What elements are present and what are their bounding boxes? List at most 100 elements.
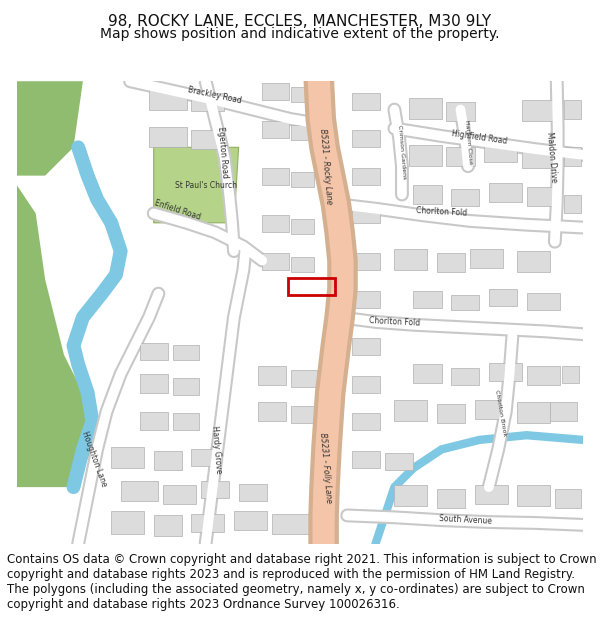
Text: B5231 - Rocky Lane: B5231 - Rocky Lane xyxy=(317,128,333,204)
Polygon shape xyxy=(522,148,555,168)
Polygon shape xyxy=(451,368,479,385)
Text: South Avenue: South Avenue xyxy=(439,514,492,526)
Polygon shape xyxy=(149,89,187,109)
Polygon shape xyxy=(489,183,522,202)
Polygon shape xyxy=(489,289,517,306)
Polygon shape xyxy=(352,291,380,308)
Text: Egerton Road: Egerton Road xyxy=(216,126,229,178)
Polygon shape xyxy=(522,100,555,121)
Text: Harbern Close: Harbern Close xyxy=(464,120,472,165)
Polygon shape xyxy=(475,400,508,419)
Polygon shape xyxy=(564,148,581,166)
Text: Maldon Drive: Maldon Drive xyxy=(545,131,559,182)
Polygon shape xyxy=(451,294,479,309)
Polygon shape xyxy=(290,257,314,272)
Text: Highfield Road: Highfield Road xyxy=(451,129,508,146)
Polygon shape xyxy=(290,219,314,234)
Polygon shape xyxy=(17,185,92,487)
Polygon shape xyxy=(257,366,286,385)
Polygon shape xyxy=(437,489,465,508)
Text: Map shows position and indicative extent of the property.: Map shows position and indicative extent… xyxy=(100,28,500,41)
Polygon shape xyxy=(409,98,442,119)
Polygon shape xyxy=(191,131,224,149)
Polygon shape xyxy=(562,366,580,383)
Polygon shape xyxy=(234,511,267,529)
Polygon shape xyxy=(121,481,158,501)
Polygon shape xyxy=(437,404,465,423)
Polygon shape xyxy=(527,187,560,206)
Polygon shape xyxy=(257,402,286,421)
Polygon shape xyxy=(527,366,560,385)
Polygon shape xyxy=(111,511,144,534)
Polygon shape xyxy=(555,489,581,508)
Polygon shape xyxy=(517,485,550,506)
Polygon shape xyxy=(470,249,503,268)
Text: Crimson Gardens: Crimson Gardens xyxy=(397,125,407,179)
Polygon shape xyxy=(173,344,199,360)
Polygon shape xyxy=(489,362,522,381)
Text: B5231 - Folly Lane: B5231 - Folly Lane xyxy=(318,432,333,504)
Polygon shape xyxy=(191,514,224,532)
Polygon shape xyxy=(140,412,168,431)
Polygon shape xyxy=(475,485,508,504)
Polygon shape xyxy=(352,414,380,431)
Text: Brackley Road: Brackley Road xyxy=(187,86,243,106)
Polygon shape xyxy=(163,485,196,504)
Polygon shape xyxy=(149,126,187,148)
Polygon shape xyxy=(446,148,475,166)
Polygon shape xyxy=(154,516,182,536)
Polygon shape xyxy=(413,185,442,204)
Text: Contains OS data © Crown copyright and database right 2021. This information is : Contains OS data © Crown copyright and d… xyxy=(7,553,597,611)
Polygon shape xyxy=(352,451,380,468)
Polygon shape xyxy=(446,102,475,121)
Polygon shape xyxy=(140,342,168,360)
Polygon shape xyxy=(517,251,550,272)
Polygon shape xyxy=(17,81,83,176)
Polygon shape xyxy=(290,87,314,102)
Polygon shape xyxy=(262,83,289,100)
Polygon shape xyxy=(437,253,465,272)
Polygon shape xyxy=(550,402,577,421)
Polygon shape xyxy=(484,144,517,162)
Polygon shape xyxy=(413,291,442,308)
Polygon shape xyxy=(394,249,427,270)
Polygon shape xyxy=(290,124,314,140)
Polygon shape xyxy=(239,484,267,501)
Text: Chorlton Brook: Chorlton Brook xyxy=(494,390,506,438)
Polygon shape xyxy=(352,92,380,109)
Polygon shape xyxy=(527,292,560,309)
Text: Chorlton Fold: Chorlton Fold xyxy=(416,206,467,217)
Text: Chorlton Fold: Chorlton Fold xyxy=(368,316,420,328)
Polygon shape xyxy=(191,92,224,111)
Polygon shape xyxy=(385,453,413,470)
Polygon shape xyxy=(409,146,442,166)
Polygon shape xyxy=(173,414,199,431)
Polygon shape xyxy=(262,121,289,138)
Polygon shape xyxy=(451,189,479,206)
Polygon shape xyxy=(352,168,380,185)
Text: Houghton Lane: Houghton Lane xyxy=(80,430,109,488)
Text: Hardy Grove: Hardy Grove xyxy=(211,425,224,474)
Polygon shape xyxy=(154,148,239,223)
Polygon shape xyxy=(262,215,289,232)
Polygon shape xyxy=(272,514,310,534)
Polygon shape xyxy=(154,451,182,470)
Bar xyxy=(288,278,335,294)
Polygon shape xyxy=(290,370,317,387)
Polygon shape xyxy=(352,131,380,148)
Text: Enfield Road: Enfield Road xyxy=(153,198,202,221)
Text: 98, ROCKY LANE, ECCLES, MANCHESTER, M30 9LY: 98, ROCKY LANE, ECCLES, MANCHESTER, M30 … xyxy=(109,14,491,29)
Polygon shape xyxy=(201,481,229,499)
Polygon shape xyxy=(262,253,289,270)
Polygon shape xyxy=(191,449,220,466)
Polygon shape xyxy=(394,485,427,506)
Text: St Paul's Church: St Paul's Church xyxy=(175,181,236,189)
Polygon shape xyxy=(290,406,317,423)
Polygon shape xyxy=(352,253,380,270)
Polygon shape xyxy=(394,400,427,421)
Polygon shape xyxy=(352,206,380,223)
Polygon shape xyxy=(140,374,168,392)
Polygon shape xyxy=(262,168,289,185)
Polygon shape xyxy=(111,448,144,468)
Polygon shape xyxy=(352,376,380,392)
